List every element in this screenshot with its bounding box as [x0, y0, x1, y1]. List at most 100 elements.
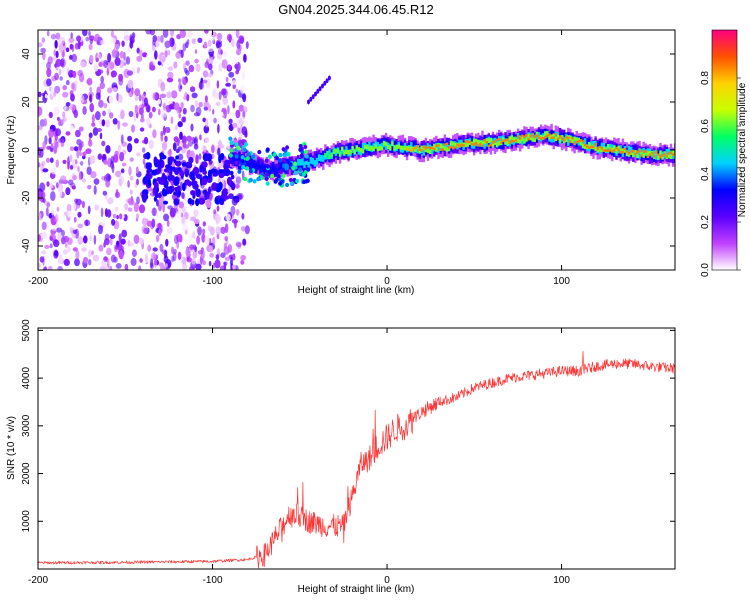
- ridge-segment: [642, 153, 645, 158]
- noise-blob: [179, 170, 184, 177]
- noise-blob: [38, 124, 43, 131]
- ridge-blob: [278, 158, 283, 163]
- noise-blob: [193, 138, 197, 144]
- noise-blob: [235, 208, 240, 216]
- ridge-segment: [630, 150, 633, 155]
- ridge-segment: [606, 144, 610, 149]
- ridge-segment: [653, 155, 656, 158]
- noise-blob: [199, 164, 204, 173]
- noise-blob: [186, 135, 193, 142]
- noise-blob: [44, 244, 50, 249]
- ridge-segment: [556, 134, 560, 139]
- ridge-blob: [285, 145, 290, 150]
- noise-blob: [65, 102, 71, 107]
- noise-blob: [207, 39, 212, 47]
- noise-blob: [105, 179, 111, 188]
- colorbar-frame: [711, 29, 738, 271]
- noise-blob: [224, 223, 229, 234]
- noise-blob: [77, 223, 83, 229]
- ridge-segment: [602, 142, 606, 150]
- noise-blob: [228, 193, 234, 200]
- noise-blob: [62, 235, 70, 243]
- noise-blob: [126, 70, 133, 76]
- ridge-segment: [531, 132, 534, 140]
- noise-blob: [192, 231, 196, 240]
- noise-blob: [71, 53, 78, 63]
- noise-blob: [159, 158, 163, 166]
- ridge-segment: [485, 138, 488, 143]
- noise-blob: [131, 124, 135, 133]
- ridge-segment: [653, 150, 656, 157]
- ridge-segment: [420, 145, 423, 150]
- noise-blob: [193, 219, 200, 225]
- ridge-segment: [372, 147, 375, 152]
- noise-blob: [98, 244, 104, 252]
- ridge-blob: [266, 164, 270, 169]
- noise-blob: [49, 243, 53, 249]
- ridge-segment: [493, 140, 497, 146]
- noise-blob: [102, 190, 108, 196]
- noise-blob: [181, 192, 185, 200]
- ridge-blob: [236, 145, 241, 151]
- noise-blob: [93, 234, 97, 245]
- noise-blob: [65, 131, 71, 136]
- noise-blob: [188, 156, 194, 164]
- ridge-segment: [529, 136, 532, 141]
- ridge-segment: [475, 138, 478, 143]
- ridge-segment: [623, 147, 627, 151]
- noise-blob: [170, 30, 174, 37]
- noise-blob: [208, 104, 212, 112]
- ridge-segment: [558, 138, 562, 143]
- noise-blob: [97, 53, 101, 60]
- ridge-segment: [403, 142, 407, 150]
- ridge-segment: [502, 139, 505, 143]
- noise-blob: [186, 39, 190, 45]
- snr-ylabel: SNR (10 * v/v): [6, 416, 17, 480]
- ridge-segment: [592, 141, 595, 148]
- noise-blob: [240, 259, 245, 265]
- ridge-blob: [229, 140, 234, 145]
- ridge-segment: [550, 136, 553, 140]
- noise-blob: [46, 157, 50, 163]
- noise-blob: [230, 205, 236, 216]
- side-feature-blob: [309, 96, 313, 102]
- noise-blob: [198, 81, 205, 90]
- noise-blob: [100, 75, 104, 84]
- noise-blob: [178, 201, 185, 209]
- noise-blob: [199, 134, 202, 141]
- noise-blob: [89, 54, 94, 64]
- noise-blob: [38, 262, 41, 269]
- noise-blob: [50, 191, 56, 202]
- noise-blob: [112, 118, 118, 125]
- ridge-segment: [500, 141, 503, 144]
- noise-blob: [66, 203, 72, 213]
- noise-blob: [55, 50, 59, 59]
- noise-blob: [85, 219, 89, 227]
- signal-ridge: [228, 123, 675, 188]
- noise-blob: [104, 233, 110, 241]
- noise-blob: [111, 49, 117, 58]
- ridge-segment: [405, 147, 409, 150]
- noise-blob: [101, 259, 107, 267]
- ridge-segment: [542, 136, 545, 140]
- ridge-segment: [338, 152, 342, 157]
- ridge-segment: [487, 138, 490, 143]
- noise-blob: [90, 171, 97, 179]
- ridge-segment: [569, 140, 572, 144]
- ridge-segment: [525, 134, 528, 141]
- noise-blob: [239, 84, 246, 94]
- noise-blob: [73, 146, 79, 152]
- noise-blob: [54, 213, 59, 223]
- ridge-segment: [531, 137, 534, 142]
- y-tick-label: 4000: [21, 367, 32, 390]
- ridge-segment: [364, 145, 367, 150]
- noise-blob: [157, 108, 161, 116]
- ridge-segment: [495, 142, 499, 147]
- ridge-segment: [640, 154, 643, 157]
- noise-blob: [116, 215, 119, 220]
- noise-blob: [117, 93, 123, 104]
- noise-blob: [143, 97, 149, 107]
- noise-blob: [54, 39, 58, 49]
- ridge-segment: [401, 145, 405, 150]
- noise-blob: [41, 221, 47, 231]
